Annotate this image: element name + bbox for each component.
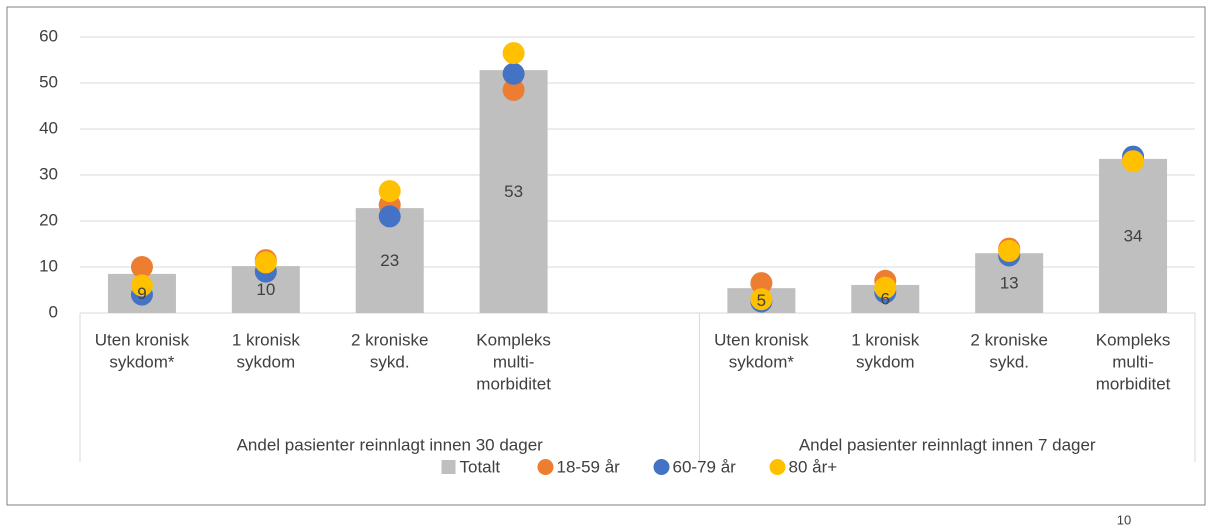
y-tick-label: 10: [39, 256, 58, 275]
y-tick-label: 50: [39, 72, 58, 91]
dot: [1122, 150, 1145, 173]
y-tick-label: 40: [39, 118, 58, 137]
legend-swatch: [441, 460, 456, 474]
bar: [479, 70, 548, 314]
x-tick-label: sykdom: [856, 352, 915, 371]
x-tick-label: Kompleks: [476, 330, 551, 349]
dot: [378, 180, 401, 203]
dot: [750, 272, 773, 295]
x-tick-label: 2 kroniske: [970, 330, 1047, 349]
dot: [378, 205, 401, 228]
x-tick-label: morbiditet: [476, 374, 551, 393]
dot: [750, 288, 773, 311]
y-tick-label: 20: [39, 210, 58, 229]
x-tick-label: 1 kronisk: [851, 330, 920, 349]
x-tick-label: Uten kronisk: [95, 330, 190, 349]
x-tick-label: multi-: [493, 352, 535, 371]
x-tick-label: sykdom: [237, 352, 296, 371]
bar: [1099, 158, 1168, 313]
x-tick-label: Kompleks: [1096, 330, 1171, 349]
legend-label: Totalt: [460, 457, 501, 476]
x-tick-label: sykdom*: [729, 352, 795, 371]
data-label: 34: [1124, 226, 1143, 245]
legend-swatch: [537, 459, 554, 475]
x-tick-label: sykd.: [989, 352, 1029, 371]
group-label: Andel pasienter reinnlagt innen 7 dager: [799, 435, 1096, 454]
group-label: Andel pasienter reinnlagt innen 30 dager: [237, 435, 544, 454]
x-tick-label: 1 kronisk: [232, 330, 301, 349]
dot: [502, 62, 525, 85]
x-tick-label: morbiditet: [1096, 374, 1171, 393]
data-label: 6: [881, 289, 890, 308]
x-tick-label: Uten kronisk: [714, 330, 809, 349]
x-tick-label: sykd.: [370, 352, 410, 371]
dot: [502, 78, 525, 101]
y-tick-label: 30: [39, 164, 58, 183]
legend-label: 18-59 år: [557, 457, 621, 476]
dot: [254, 251, 277, 274]
legend-swatch: [653, 459, 670, 475]
x-tick-label: multi-: [1112, 352, 1154, 371]
data-label: 9: [137, 284, 146, 303]
data-label: 10: [256, 280, 275, 299]
dot: [998, 239, 1021, 262]
data-label: 53: [504, 182, 523, 201]
x-tick-label: sykdom*: [109, 352, 175, 371]
data-label: 23: [380, 251, 399, 270]
footnote: 10: [1117, 512, 1131, 527]
legend-label: 60-79 år: [673, 457, 737, 476]
legend-swatch: [769, 459, 786, 475]
data-label: 13: [1000, 274, 1019, 293]
dot: [874, 276, 897, 299]
data-label: 5: [757, 291, 766, 310]
y-tick-label: 0: [49, 302, 58, 321]
x-tick-label: 2 kroniske: [351, 330, 428, 349]
y-tick-label: 60: [39, 26, 58, 45]
legend-label: 80 år+: [789, 457, 838, 476]
dot: [130, 274, 153, 297]
dot: [130, 256, 153, 278]
dot: [502, 42, 525, 65]
